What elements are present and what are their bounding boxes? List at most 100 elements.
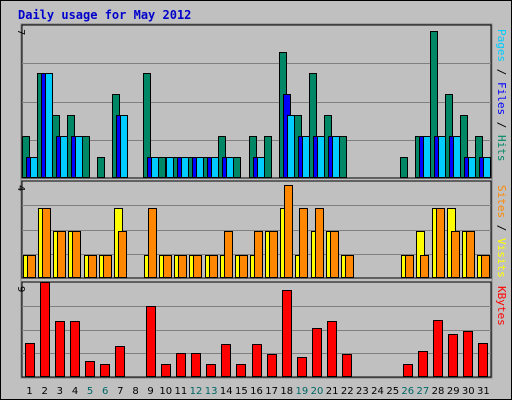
bar-sites-day-15: [239, 255, 248, 278]
bar-sites-day-22: [345, 255, 354, 278]
bar-pages-day-30: [468, 157, 476, 178]
x-tick-label: 16: [250, 386, 263, 397]
x-tick-label: 7: [117, 386, 123, 397]
bar-pages-day-4: [75, 136, 83, 178]
legend-part: Files: [495, 82, 508, 115]
bar-hits-day-17: [264, 136, 272, 178]
x-tick-label: 17: [265, 386, 278, 397]
y-max-label: 4: [15, 185, 26, 191]
bar-hits-day-5: [82, 136, 90, 178]
bar-sites-day-4: [72, 231, 81, 278]
legend-part: Pages: [495, 29, 508, 62]
x-tick-label: 28: [432, 386, 445, 397]
legend-part: /: [495, 218, 508, 238]
bar-kbytes-day-18: [282, 290, 292, 377]
bar-sites-day-13: [209, 255, 218, 278]
x-tick-label: 11: [175, 386, 188, 397]
x-tick-label: 22: [341, 386, 354, 397]
bar-kbytes-day-12: [191, 353, 201, 377]
bar-sites-day-11: [178, 255, 187, 278]
bar-kbytes-day-27: [418, 351, 428, 377]
series-legend-label: Sites / Visits: [495, 185, 508, 278]
x-tick-label: 24: [371, 386, 384, 397]
bar-sites-day-14: [224, 231, 233, 278]
bar-sites-day-7: [118, 231, 127, 278]
bar-kbytes-day-13: [206, 364, 216, 377]
bar-pages-day-31: [483, 157, 491, 178]
x-tick-label: 5: [87, 386, 93, 397]
bar-sites-day-17: [269, 231, 278, 278]
bar-kbytes-day-9: [146, 306, 156, 377]
x-tick-label: 14: [220, 386, 233, 397]
bar-kbytes-day-7: [115, 346, 125, 377]
bar-sites-day-10: [163, 255, 172, 278]
legend-part: /: [495, 115, 508, 135]
bar-kbytes-day-10: [161, 364, 171, 377]
x-tick-label: 10: [159, 386, 172, 397]
x-tick-label: 2: [42, 386, 48, 397]
bar-kbytes-day-20: [312, 328, 322, 377]
bar-pages-day-27: [423, 136, 431, 178]
x-tick-label: 18: [280, 386, 293, 397]
legend-part: Sites: [495, 185, 508, 218]
bar-kbytes-day-3: [55, 321, 65, 377]
bar-pages-day-16: [257, 157, 265, 178]
x-tick-label: 4: [72, 386, 78, 397]
x-tick-label: 31: [477, 386, 490, 397]
plot-frame: [20, 23, 493, 379]
bar-kbytes-day-19: [297, 357, 307, 377]
bar-sites-day-5: [88, 255, 97, 278]
x-tick-label: 3: [57, 386, 63, 397]
bar-sites-day-29: [451, 231, 460, 278]
bar-sites-day-21: [330, 231, 339, 278]
bar-kbytes-day-2: [40, 282, 50, 377]
x-tick-label: 27: [417, 386, 430, 397]
bar-kbytes-day-16: [252, 344, 262, 377]
bar-kbytes-day-6: [100, 364, 110, 377]
bar-pages-day-18: [287, 115, 295, 178]
bar-pages-day-10: [166, 157, 174, 178]
x-tick-label: 25: [386, 386, 399, 397]
bar-hits-day-10: [158, 157, 166, 178]
bar-kbytes-day-30: [463, 331, 473, 377]
bar-sites-day-2: [42, 208, 51, 278]
bar-kbytes-day-4: [70, 321, 80, 377]
panel-visits-sites: 4 Sites / Visits: [15, 180, 508, 279]
series-legend-label: Pages / Files / Hits: [495, 29, 508, 162]
bar-sites-day-26: [405, 255, 414, 278]
bar-sites-day-9: [148, 208, 157, 278]
bar-kbytes-day-1: [25, 343, 35, 377]
y-max-label: 9: [15, 286, 26, 292]
x-tick-label: 21: [326, 386, 339, 397]
x-tick-label: 12: [190, 386, 203, 397]
x-tick-label: 26: [401, 386, 414, 397]
bar-hits-day-22: [339, 136, 347, 178]
bar-hits-day-15: [233, 157, 241, 178]
legend-part: /: [495, 62, 508, 82]
panel-kbytes: 9 KBytes: [15, 281, 508, 378]
bar-pages-day-13: [211, 157, 219, 178]
bar-pages-day-20: [317, 136, 325, 178]
bar-sites-day-27: [420, 255, 429, 278]
bar-kbytes-day-22: [342, 354, 352, 377]
bar-sites-day-18: [284, 185, 293, 278]
bar-sites-day-16: [254, 231, 263, 278]
bar-sites-day-6: [103, 255, 112, 278]
legend-part: Hits: [495, 135, 508, 162]
bar-kbytes-day-14: [221, 344, 231, 377]
x-tick-label: 29: [447, 386, 460, 397]
bar-pages-day-9: [151, 157, 159, 178]
bar-sites-day-30: [466, 231, 475, 278]
bar-pages-day-28: [438, 136, 446, 178]
bar-kbytes-day-21: [327, 321, 337, 377]
bar-kbytes-day-17: [267, 354, 277, 377]
chart-title: Daily usage for May 2012: [18, 8, 192, 22]
bar-kbytes-day-15: [236, 364, 246, 377]
bar-kbytes-day-31: [478, 343, 488, 377]
y-max-label: 7: [15, 29, 26, 35]
x-tick-label: 19: [296, 386, 309, 397]
bar-sites-day-19: [299, 208, 308, 278]
bar-pages-day-12: [196, 157, 204, 178]
bar-hits-day-26: [400, 157, 408, 178]
